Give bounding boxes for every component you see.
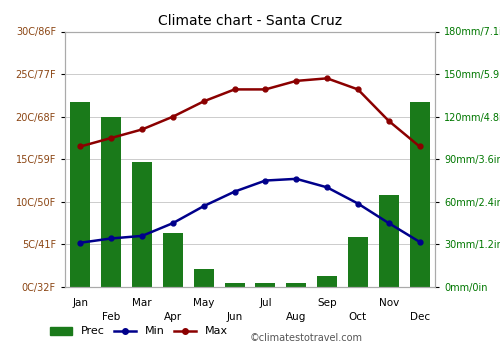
- Bar: [256, 283, 276, 287]
- Bar: [410, 103, 430, 287]
- Text: Jun: Jun: [226, 312, 242, 322]
- Bar: [286, 283, 306, 287]
- Text: Oct: Oct: [349, 312, 367, 322]
- Text: Jul: Jul: [259, 298, 272, 308]
- Text: Nov: Nov: [378, 298, 399, 308]
- Bar: [163, 233, 183, 287]
- Bar: [70, 103, 90, 287]
- Bar: [132, 162, 152, 287]
- Bar: [194, 268, 214, 287]
- Text: Jan: Jan: [72, 298, 88, 308]
- Text: ©climatestotravel.com: ©climatestotravel.com: [250, 333, 363, 343]
- Text: May: May: [193, 298, 214, 308]
- Legend: Prec, Min, Max: Prec, Min, Max: [46, 322, 232, 341]
- Text: Sep: Sep: [318, 298, 337, 308]
- Text: Dec: Dec: [410, 312, 430, 322]
- Bar: [378, 195, 399, 287]
- Bar: [224, 283, 244, 287]
- Text: Mar: Mar: [132, 298, 152, 308]
- Text: Aug: Aug: [286, 312, 306, 322]
- Text: Apr: Apr: [164, 312, 182, 322]
- Text: Feb: Feb: [102, 312, 120, 322]
- Bar: [317, 276, 337, 287]
- Title: Climate chart - Santa Cruz: Climate chart - Santa Cruz: [158, 14, 342, 28]
- Bar: [101, 117, 121, 287]
- Bar: [348, 237, 368, 287]
